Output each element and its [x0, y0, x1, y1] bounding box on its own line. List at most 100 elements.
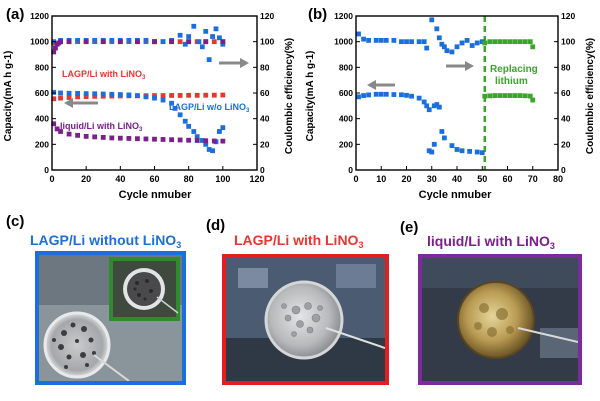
y-tick-label-left: 200	[339, 139, 353, 149]
data-point-capacity-0-0	[203, 92, 209, 98]
data-point-capacity-1-0	[474, 149, 480, 155]
data-point-capacity-0-2	[66, 90, 72, 96]
photo-caption-c: LAGP/Li without LiNO3	[30, 232, 182, 250]
data-point-capacity-1-0	[409, 93, 414, 99]
data-point-capacity-0-2	[172, 106, 178, 111]
y-tick-label-right: 120	[561, 11, 575, 21]
data-point-capacity-1-0	[366, 92, 372, 98]
data-point-capacity-0-0	[169, 93, 174, 98]
data-point-efficiency-1-3	[527, 39, 533, 45]
data-point-capacity-1-0	[449, 143, 455, 149]
data-point-capacity-0-2	[83, 91, 89, 97]
data-point-capacity-0-2	[117, 92, 123, 97]
data-point-capacity-0-4	[66, 131, 72, 137]
data-point-efficiency-0-3	[213, 26, 219, 32]
data-point-efficiency-0-3	[199, 44, 205, 50]
data-point-efficiency-1-1	[431, 141, 437, 147]
data-point-capacity-0-4	[160, 137, 166, 142]
data-point-capacity-0-0	[66, 95, 72, 100]
data-point-capacity-0-2	[191, 129, 197, 134]
data-point-efficiency-1-1	[378, 37, 384, 43]
data-point-capacity-1-2	[530, 97, 536, 103]
data-point-efficiency-1-3	[517, 39, 523, 45]
y-tick-label-left: 0	[44, 165, 49, 175]
data-point-efficiency-0-5	[203, 39, 209, 45]
y-axis-label-left-b: Capacity(mA h g-1)	[305, 51, 316, 142]
data-point-capacity-0-0	[211, 92, 217, 98]
x-tick-label: 20	[81, 174, 91, 184]
data-point-capacity-0-2	[220, 125, 226, 131]
arrow-right-icon	[446, 61, 474, 71]
x-tick-label: 80	[184, 174, 194, 184]
data-point-capacity-0-2	[206, 147, 212, 152]
y-tick-label-left: 1000	[30, 37, 49, 47]
data-point-efficiency-0-3	[191, 23, 197, 29]
data-point-efficiency-0-5	[53, 45, 58, 51]
data-point-efficiency-0-3	[182, 41, 188, 47]
y-tick-label-right: 0	[561, 165, 566, 175]
data-point-efficiency-0-5	[220, 39, 226, 45]
data-point-efficiency-0-1	[177, 39, 183, 45]
data-point-capacity-0-2	[75, 90, 81, 96]
plot-area-b	[356, 16, 536, 170]
data-point-efficiency-1-1	[373, 37, 379, 43]
data-point-capacity-0-4	[92, 134, 98, 140]
data-point-capacity-1-0	[424, 103, 430, 109]
data-point-efficiency-0-3	[186, 34, 192, 39]
data-point-capacity-0-4	[220, 138, 226, 144]
data-point-capacity-0-2	[199, 138, 205, 143]
series-label-lagp-without: LAGP/Li w/o LiNO3	[169, 102, 250, 114]
data-point-capacity-1-2	[482, 93, 488, 99]
data-point-capacity-1-0	[373, 91, 379, 97]
data-point-efficiency-1-3	[512, 39, 518, 45]
data-point-efficiency-1-3	[497, 39, 503, 45]
data-point-capacity-1-0	[439, 129, 445, 134]
data-point-efficiency-1-1	[356, 31, 361, 37]
data-point-capacity-1-0	[467, 148, 473, 154]
x-tick-label: 40	[115, 174, 125, 184]
y-tick-label-left: 800	[35, 62, 49, 72]
data-point-capacity-0-0	[75, 94, 81, 100]
chart-b: (b) 0 10 20 30 40 50 60 70 800200400600800100012…	[305, 6, 596, 200]
data-point-efficiency-1-1	[449, 49, 455, 55]
data-point-capacity-1-0	[434, 102, 440, 107]
electrode-without-lino3	[39, 255, 182, 381]
x-tick-label: 10	[376, 174, 386, 184]
data-point-capacity-1-2	[522, 93, 528, 99]
data-point-capacity-0-2	[203, 141, 209, 147]
panel-letter-b: (b)	[308, 6, 327, 23]
data-point-efficiency-0-5	[186, 39, 192, 45]
data-point-capacity-0-0	[220, 92, 226, 98]
y-tick-label-left: 600	[339, 88, 353, 98]
data-point-efficiency-1-3	[492, 39, 498, 45]
x-tick-label: 0	[353, 174, 358, 184]
data-point-capacity-0-2	[160, 97, 166, 103]
data-point-efficiency-0-3	[92, 37, 98, 43]
data-point-capacity-1-0	[431, 103, 437, 109]
data-point-efficiency-1-1	[474, 40, 480, 46]
data-point-efficiency-1-1	[361, 36, 366, 42]
y-tick-label-right: 60	[260, 88, 270, 98]
data-point-capacity-0-4	[169, 137, 174, 143]
data-point-capacity-1-2	[492, 93, 498, 98]
data-point-efficiency-1-1	[464, 37, 470, 43]
data-point-capacity-1-0	[436, 104, 442, 110]
panel-letter-d: (d)	[206, 217, 226, 234]
data-point-capacity-0-2	[126, 92, 132, 98]
data-point-efficiency-1-1	[421, 39, 427, 45]
data-point-capacity-0-0	[92, 93, 98, 99]
data-point-efficiency-0-3	[220, 41, 226, 47]
data-point-capacity-0-4	[135, 136, 140, 142]
axes-b: 0 10 20 30 40 50 60 70 8002004006008001000120002…	[334, 11, 575, 184]
data-point-capacity-1-0	[361, 93, 366, 98]
data-point-capacity-0-4	[83, 133, 89, 139]
y-tick-label-left: 400	[35, 114, 49, 124]
data-point-capacity-1-2	[497, 93, 503, 98]
data-point-efficiency-0-3	[143, 37, 149, 43]
data-point-efficiency-1-3	[502, 39, 508, 45]
x-axis-label-a: Cycle nmuber	[119, 189, 192, 200]
arrow-left-icon	[64, 98, 98, 108]
y-tick-label-right: 20	[561, 139, 571, 149]
electrode-with-lino3-lagp	[226, 258, 385, 381]
series-label-liquid: liquid/Li with LiNO3	[60, 121, 143, 133]
